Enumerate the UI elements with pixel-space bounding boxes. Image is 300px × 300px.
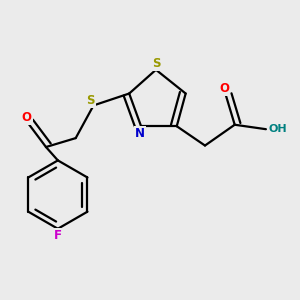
Text: O: O [22,111,32,124]
Text: O: O [219,82,229,95]
Text: N: N [135,127,145,140]
Text: F: F [54,230,62,242]
Text: S: S [86,94,95,107]
Text: S: S [152,57,160,70]
Text: OH: OH [268,124,287,134]
